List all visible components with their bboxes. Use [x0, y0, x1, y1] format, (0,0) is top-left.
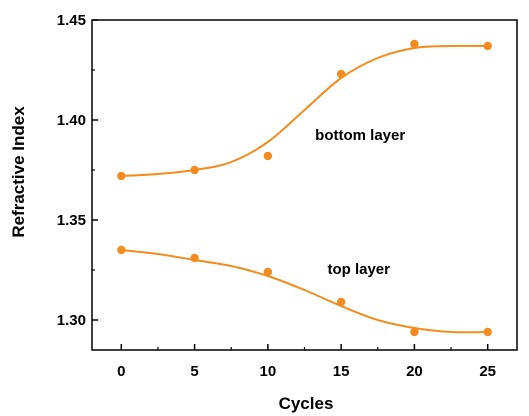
plot-area-border — [91, 19, 518, 351]
y-tick-label: 1.35 — [57, 212, 86, 229]
annotation-0: bottom layer — [315, 127, 405, 144]
fit-curve-1 — [121, 249, 488, 334]
fit-curves — [121, 44, 488, 334]
data-point — [483, 41, 492, 51]
x-tick-label: 15 — [333, 363, 350, 380]
x-axis-label: Cycles — [279, 394, 334, 413]
data-point — [410, 327, 419, 337]
axis-ticks: 0 5 10 15 20 25 1.30 1.35 1.40 1.45 — [57, 12, 496, 380]
plot-frame — [91, 19, 518, 351]
data-points — [117, 39, 492, 337]
y-tick-label: 1.45 — [57, 12, 86, 29]
x-tick-label: 25 — [479, 363, 496, 380]
data-point — [336, 297, 346, 307]
x-tick-label: 5 — [190, 363, 198, 380]
data-point — [336, 69, 346, 79]
data-point — [483, 327, 492, 337]
data-point — [190, 253, 199, 263]
y-tick-label: 1.30 — [57, 312, 86, 329]
data-point — [117, 245, 126, 255]
data-point — [263, 151, 273, 161]
annotation-1: top layer — [327, 261, 390, 278]
data-point — [190, 165, 199, 175]
annotations: bottom layer top layer — [315, 127, 405, 278]
y-axis-label: Refractive Index — [9, 106, 28, 238]
x-tick-label: 10 — [260, 363, 277, 380]
data-point — [263, 267, 273, 277]
x-tick-label: 20 — [406, 363, 423, 380]
x-tick-label: 0 — [117, 363, 125, 380]
data-point — [117, 171, 126, 181]
fit-curve-0 — [121, 44, 488, 177]
data-point — [410, 39, 419, 49]
y-tick-label: 1.40 — [57, 112, 86, 129]
